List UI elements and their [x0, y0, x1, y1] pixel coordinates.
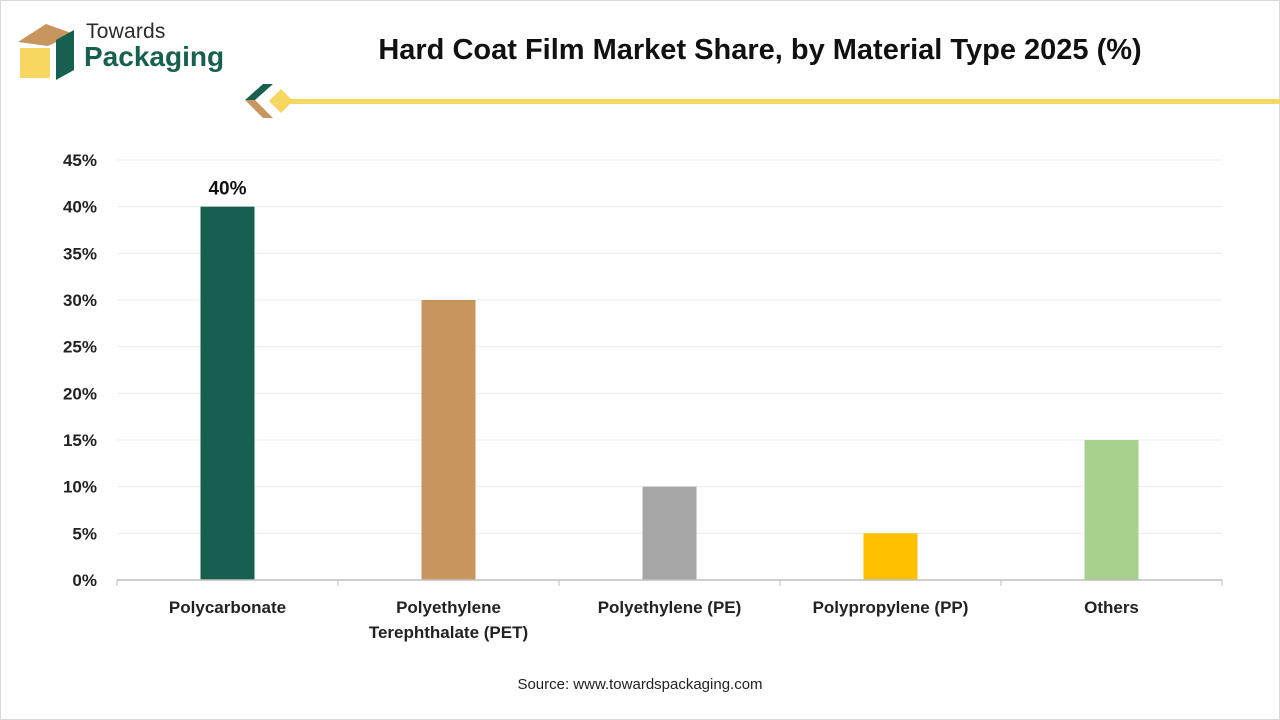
bar [642, 486, 697, 580]
logo-text-packaging: Packaging [84, 41, 225, 72]
y-tick-label: 20% [63, 384, 97, 403]
x-axis: Polycarbonate Polyethylene Terephthalate (… [116, 579, 1223, 642]
bar [421, 300, 476, 580]
x-tick-label: Terephthalate (PET) [369, 623, 528, 642]
y-tick-label: 10% [63, 478, 97, 497]
y-tick-label: 35% [63, 244, 97, 263]
x-tick-label: Polyethylene [396, 598, 501, 617]
chart-title: Hard Coat Film Market Share, by Material… [378, 34, 1142, 66]
towards-packaging-logo [16, 20, 246, 84]
bar [200, 206, 255, 580]
y-tick-label: 30% [63, 291, 97, 310]
bars: 40% [200, 179, 1139, 580]
logo-text-towards: Towards [86, 20, 166, 43]
box-logo-icon [18, 24, 74, 80]
y-tick-label: 45% [63, 151, 97, 170]
y-tick-label: 0% [72, 571, 97, 590]
y-tick-label: 15% [63, 431, 97, 450]
y-tick-label: 40% [63, 198, 97, 217]
bar [1084, 440, 1139, 580]
y-tick-label: 5% [72, 524, 97, 543]
y-axis: 0% 5% 10% 15% 20% 25% 30% 35% 40% 45% [63, 151, 97, 590]
x-tick-label: Polycarbonate [169, 598, 286, 617]
data-label: 40% [208, 179, 246, 200]
x-tick-label: Others [1084, 598, 1139, 617]
x-tick-label: Polyethylene (PE) [598, 598, 742, 617]
divider-diamond-icon [245, 84, 293, 118]
divider-line [283, 99, 1280, 104]
bar [863, 533, 918, 580]
grid-lines [117, 159, 1222, 534]
source-note: Source: www.towardspackaging.com [517, 676, 763, 693]
x-tick-label: Polypropylene (PP) [813, 598, 969, 617]
y-tick-label: 25% [63, 338, 97, 357]
